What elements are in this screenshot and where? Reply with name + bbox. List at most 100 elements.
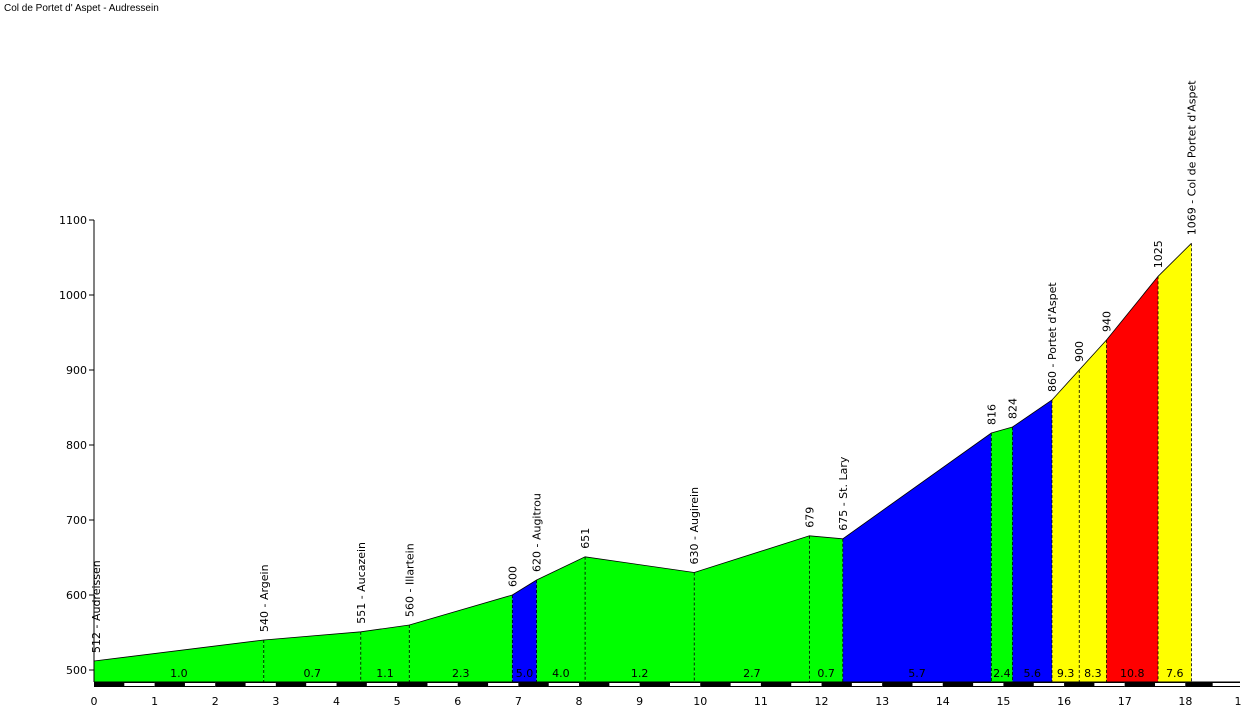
segment-area [1106,276,1159,682]
distance-bar-half [1094,683,1125,686]
waypoint-label: 540 - Argein [258,564,271,632]
x-tick-label: 15 [996,695,1010,708]
waypoint-label: 679 [803,507,816,528]
waypoint-label: 675 - St. Lary [837,456,850,531]
x-tick-label: 0 [91,695,98,708]
segment-area [991,427,1013,682]
segment-area [409,595,513,682]
x-tick-label: 18 [1178,695,1192,708]
x-tick-label: 2 [212,695,219,708]
waypoint-label: 651 [579,528,592,549]
profile-segments [93,243,1192,683]
distance-bar-half [791,683,822,686]
waypoint-label: 512 - Audreissen [90,560,103,653]
segment-area [842,433,992,682]
distance-bar-half [184,683,216,686]
distance-bar-half [427,683,458,686]
gradient-label: 4.0 [552,667,570,680]
gradient-labels: 1.0 0.7 1.1 2.3 5.0 4.0 1.2 2.7 0.7 5.7 2.4 5.6 9.3 8… [170,667,1183,680]
waypoint-label: 900 [1073,341,1086,362]
segment-area [1079,340,1107,682]
x-tick-label: 1 [151,695,158,708]
segment-area [94,640,264,682]
gradient-label: 7.6 [1166,667,1184,680]
distance-bar-half [912,683,943,686]
x-tick-label: 12 [815,695,829,708]
distance-bar-half [669,683,701,686]
gradient-label: 5.0 [516,667,534,680]
gradient-label: 5.6 [1023,667,1041,680]
waypoint-label: 551 - Aucazein [355,542,368,624]
segment-area [360,625,410,682]
distance-bar-half [124,683,155,686]
distance-bar-half [1155,683,1186,686]
y-tick-label: 600 [66,589,87,602]
distance-bar-km [1124,682,1186,687]
distance-bar-km [215,682,276,687]
x-tick-label: 7 [515,695,522,708]
waypoint-label: 560 - Illartein [403,543,416,617]
x-tick-label: 13 [875,695,889,708]
x-tick-label: 8 [576,695,583,708]
x-tick-label: 5 [394,695,401,708]
segment-dividers [263,243,1192,682]
distance-bar-half [1033,683,1065,686]
distance-bar-half [488,683,519,686]
waypoint-label: 600 [506,566,519,587]
gradient-label: 1.0 [170,667,188,680]
distance-bar-half [548,683,580,686]
distance-bar-km [1185,682,1240,687]
distance-bar-half [306,683,337,686]
gradient-label: 2.3 [452,667,470,680]
waypoint-label: 940 [1101,311,1114,332]
waypoint-label: 620 - Augitrou [531,493,544,572]
waypoint-label: 860 - Portet d'Aspet [1046,282,1059,392]
y-tick-label: 900 [66,364,87,377]
gradient-label: 0.7 [817,667,835,680]
gradient-label: 1.1 [376,667,394,680]
gradient-label: 1.2 [631,667,649,680]
distance-bar-half [851,683,883,686]
segment-area [263,631,361,682]
page-title: Col de Portet d' Aspet - Audressein [4,3,159,14]
x-tick-label: 10 [693,695,707,708]
waypoint-label: 816 [985,404,998,425]
segment-area [809,535,843,682]
y-tick-label: 1000 [59,289,87,302]
waypoint-label: 824 [1007,398,1020,419]
distance-bar-half [1212,683,1240,686]
y-tick-label: 500 [66,664,87,677]
y-tick-label: 800 [66,439,87,452]
x-tick-label: 9 [636,695,643,708]
waypoint-label: 630 - Augirein [688,487,701,565]
distance-bar-half [366,683,398,686]
x-tick-label: 16 [1057,695,1071,708]
segment-area [536,556,586,682]
gradient-label: 0.7 [304,667,322,680]
gradient-label: 8.3 [1084,667,1102,680]
gradient-label: 10.8 [1120,667,1145,680]
gradient-label: 9.3 [1057,667,1075,680]
x-tick-label: 1 [1235,695,1242,708]
segment-area [512,580,537,682]
x-tick-label: 3 [272,695,279,708]
distance-bar-km [457,682,519,687]
distance-bar-half [973,683,1004,686]
segment-area [1158,243,1192,683]
x-tick-label: 17 [1118,695,1132,708]
distance-bar-half [730,683,761,686]
segment-area [694,535,810,682]
y-tick-label: 1100 [59,214,87,227]
x-tick-label: 6 [454,695,461,708]
gradient-label: 2.4 [993,667,1011,680]
segment-area [585,556,695,682]
segment-area [1052,370,1080,682]
waypoint-label: 1025 [1152,240,1165,268]
x-tick-label: 14 [936,695,950,708]
gradient-label: 2.7 [743,667,761,680]
waypoint-labels: 512 - Audreissen 540 - Argein 551 - Aucaze… [90,80,1198,653]
distance-bar-half [609,683,640,686]
waypoint-label: 1069 - Col de Portet d'Aspet [1185,80,1198,236]
